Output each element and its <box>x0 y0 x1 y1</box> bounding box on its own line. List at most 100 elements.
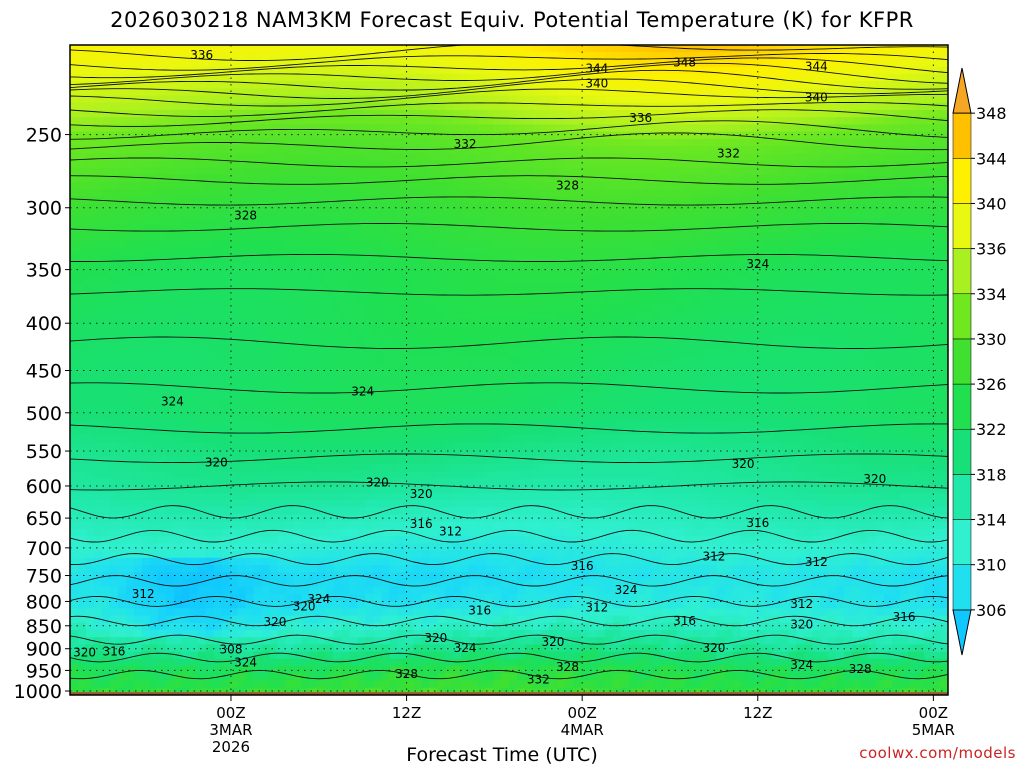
field-cell <box>548 110 558 118</box>
field-cell <box>101 102 111 111</box>
field-cell <box>77 290 87 299</box>
field-cell <box>125 52 135 61</box>
field-cell <box>389 348 398 357</box>
field-cell <box>628 218 638 227</box>
field-cell <box>692 160 702 169</box>
field-cell <box>493 326 502 335</box>
field-cell <box>357 88 366 97</box>
field-cell <box>205 297 215 306</box>
field-cell <box>229 95 239 104</box>
field-cell <box>373 254 382 263</box>
field-cell <box>516 88 526 97</box>
field-cell <box>916 66 925 75</box>
field-cell <box>493 247 502 256</box>
field-cell <box>381 131 390 140</box>
field-cell <box>477 333 486 342</box>
field-cell <box>357 52 366 61</box>
field-cell <box>548 312 558 321</box>
field-cell <box>740 240 750 248</box>
field-cell <box>716 254 726 263</box>
field-cell <box>237 59 247 68</box>
field-cell <box>940 225 948 234</box>
field-cell <box>333 52 342 61</box>
field-cell <box>261 117 271 126</box>
field-cell <box>852 146 861 154</box>
field-cell <box>932 124 941 133</box>
field-cell <box>245 102 255 111</box>
field-cell <box>668 203 678 212</box>
field-cell <box>724 232 734 241</box>
field-cell <box>213 175 223 183</box>
field-cell <box>213 203 223 212</box>
field-cell <box>620 203 630 212</box>
field-cell <box>157 59 167 68</box>
field-cell <box>660 73 670 82</box>
field-cell <box>141 153 151 162</box>
field-cell <box>892 268 901 277</box>
field-cell <box>756 203 766 212</box>
field-cell <box>133 218 143 227</box>
field-cell <box>556 232 566 241</box>
field-cell <box>828 175 837 183</box>
field-cell <box>828 218 837 227</box>
field-cell <box>692 66 702 75</box>
field-cell <box>524 146 534 154</box>
field-cell <box>764 138 773 147</box>
field-cell <box>748 290 758 299</box>
field-cell <box>836 355 845 364</box>
field-cell <box>285 52 295 61</box>
field-cell <box>461 211 470 219</box>
field-cell <box>524 218 534 227</box>
field-cell <box>469 362 478 371</box>
field-cell <box>461 160 470 169</box>
field-cell <box>229 52 239 61</box>
field-cell <box>676 240 686 248</box>
field-cell <box>524 196 534 205</box>
field-cell <box>516 283 526 292</box>
field-cell <box>548 333 558 342</box>
field-cell <box>373 290 382 299</box>
field-cell <box>445 189 454 198</box>
field-cell <box>349 95 358 104</box>
field-cell <box>892 95 901 104</box>
field-cell <box>261 211 271 219</box>
field-cell <box>556 131 566 140</box>
field-cell <box>860 218 869 227</box>
field-cell <box>908 175 917 183</box>
field-cell <box>916 305 925 313</box>
field-cell <box>445 81 454 89</box>
field-cell <box>93 232 103 241</box>
field-cell <box>692 261 702 270</box>
field-cell <box>277 45 287 53</box>
field-cell <box>572 196 582 205</box>
field-cell <box>477 348 486 357</box>
field-cell <box>756 341 766 349</box>
field-cell <box>157 146 167 154</box>
field-cell <box>764 160 773 169</box>
field-cell <box>253 203 263 212</box>
field-cell <box>221 232 231 241</box>
field-cell <box>788 175 797 183</box>
field-cell <box>373 362 382 371</box>
field-cell <box>772 297 781 306</box>
field-cell <box>876 88 885 97</box>
field-cell <box>325 290 334 299</box>
field-cell <box>908 341 917 349</box>
field-cell <box>301 102 311 111</box>
field-cell <box>836 319 845 328</box>
field-cell <box>732 362 742 371</box>
field-cell <box>668 312 678 321</box>
field-cell <box>205 196 215 205</box>
field-cell <box>261 138 271 147</box>
field-cell <box>532 88 542 97</box>
field-cell <box>844 268 853 277</box>
field-cell <box>716 189 726 198</box>
field-cell <box>612 211 622 219</box>
field-cell <box>333 254 342 263</box>
field-cell <box>532 45 542 53</box>
field-cell <box>245 326 255 335</box>
field-cell <box>740 355 750 364</box>
field-cell <box>796 232 805 241</box>
field-cell <box>493 297 502 306</box>
field-cell <box>828 117 837 126</box>
